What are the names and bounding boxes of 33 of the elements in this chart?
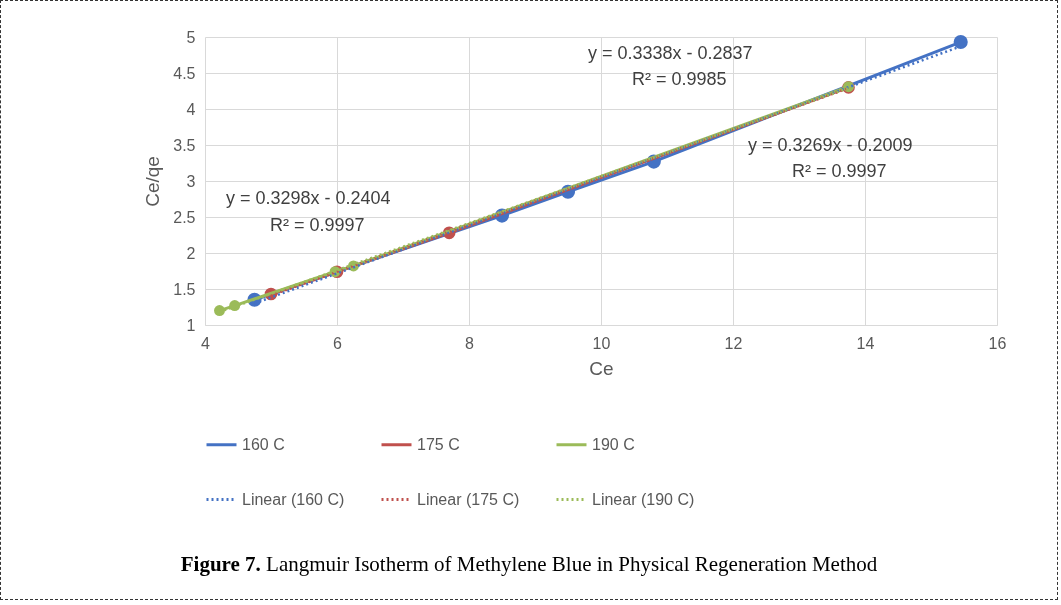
annotation: R² = 0.9997 (270, 215, 365, 235)
point (953, 34, 968, 50)
y-tick-label: 1.5 (173, 280, 196, 298)
x-axis-title: Ce (589, 357, 614, 379)
annotation: y = 0.3338x - 0.2837 (588, 43, 753, 63)
annotation: R² = 0.9985 (632, 69, 727, 89)
y-tick-label: 4 (186, 100, 196, 118)
legend-label: Linear (160 C) (242, 490, 345, 508)
annotation: R² = 0.9997 (792, 161, 887, 181)
y-tick-label: 5 (186, 28, 196, 46)
legend-label: 160 C (242, 435, 285, 453)
point (214, 305, 225, 317)
legend-label: 175 C (417, 435, 460, 453)
x-tick-label: 4 (201, 334, 211, 352)
x-tick-label: 12 (724, 334, 743, 352)
legend-label: 190 C (592, 435, 635, 453)
x-tick-label: 6 (333, 334, 343, 352)
y-axis-title: Ce/qe (142, 156, 164, 207)
x-tick-label: 10 (592, 334, 611, 352)
x-tick-label: 8 (465, 334, 475, 352)
y-tick-label: 1 (186, 316, 196, 334)
annotation: y = 0.3269x - 0.2009 (748, 135, 913, 155)
y-tick-label: 3.5 (173, 136, 196, 154)
y-tick-label: 2.5 (173, 208, 196, 226)
x-tick-label: 16 (988, 334, 1007, 352)
legend-label: Linear (190 C) (592, 490, 695, 508)
y-tick-label: 3 (186, 172, 196, 190)
x-tick-label: 14 (856, 334, 875, 352)
y-tick-label: 2 (186, 244, 196, 262)
annotation: y = 0.3298x - 0.2404 (226, 188, 391, 208)
legend-label: Linear (175 C) (417, 490, 520, 508)
caption: Figure 7. Langmuir Isotherm of Methylene Blue in Physical Regeneration Method (179, 552, 879, 577)
y-tick-label: 4.5 (173, 64, 196, 82)
